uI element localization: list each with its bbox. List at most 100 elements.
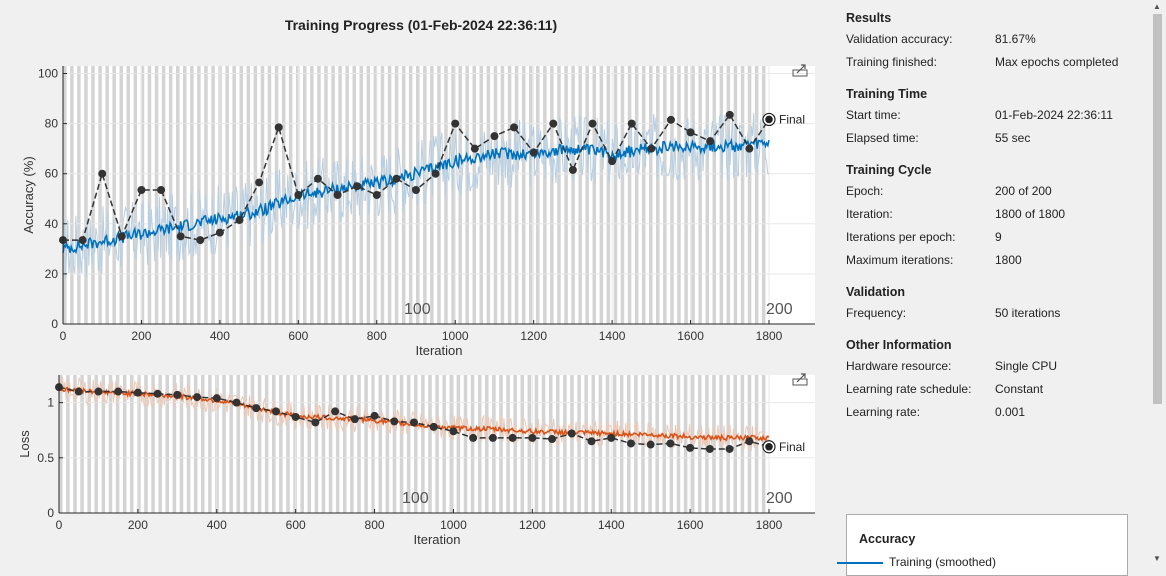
validation-point (429, 422, 438, 431)
epoch-band (627, 66, 632, 324)
epoch-band (186, 375, 191, 513)
validation-point (607, 433, 616, 442)
epoch-band (253, 66, 258, 324)
epoch-band (449, 375, 454, 513)
x-tick-label: 200 (131, 329, 151, 343)
epoch-band (421, 375, 425, 513)
epoch-band (662, 375, 667, 513)
epoch-band (94, 375, 99, 513)
validation-point (626, 439, 635, 448)
x-tick-label: 1600 (677, 518, 704, 532)
validation-point (252, 404, 261, 413)
epoch-band (663, 66, 667, 324)
y-tick-label: 40 (45, 217, 59, 231)
validation-point (431, 169, 440, 178)
x-tick-label: 800 (367, 329, 387, 343)
validation-point (469, 433, 478, 442)
x-tick-label: 1200 (519, 518, 546, 532)
legend-item-label: Training (smoothed) (889, 555, 996, 569)
validation-point (232, 398, 241, 407)
epoch-band (371, 375, 375, 513)
epoch-band (239, 66, 244, 324)
validation-point (74, 387, 83, 396)
epoch-band (690, 375, 695, 513)
epoch-band (485, 375, 489, 513)
validation-point (372, 191, 381, 199)
validation-point (212, 394, 221, 403)
validation-point (313, 174, 322, 183)
y-tick-label: 60 (45, 167, 59, 181)
scroll-up-arrow-icon[interactable]: ▲ (1153, 2, 1161, 11)
epoch-band (521, 66, 526, 324)
epoch-band (698, 66, 702, 324)
epoch-band (274, 66, 279, 324)
epoch-band (314, 375, 319, 513)
epoch-band (683, 375, 688, 513)
epoch-band (599, 66, 604, 324)
epoch-label: 100 (404, 301, 431, 318)
info-row: Validation accuracy: 81.67% (846, 28, 1146, 51)
epoch-band (378, 375, 383, 513)
epoch-label: 200 (766, 301, 793, 318)
training-time-heading: Training Time (846, 87, 928, 101)
validation-point (449, 427, 458, 436)
x-tick-label: 800 (365, 518, 385, 532)
epoch-band (656, 66, 660, 324)
scrollbar-thumb[interactable] (1153, 14, 1162, 404)
epoch-band (684, 66, 688, 324)
epoch-band (458, 66, 462, 324)
epoch-band (534, 375, 539, 513)
epoch-band (59, 375, 63, 513)
epoch-band (726, 375, 730, 513)
validation-point (98, 169, 107, 178)
epoch-band (543, 66, 547, 324)
validation-point (294, 191, 303, 199)
validation-point (157, 185, 166, 194)
export-icon[interactable] (792, 64, 808, 77)
x-tick-label: 1400 (599, 329, 626, 343)
epoch-band (232, 66, 236, 324)
final-label: Final (779, 112, 805, 126)
x-tick-label: 1400 (598, 518, 625, 532)
epoch-band (307, 375, 312, 513)
validation-point (173, 390, 182, 399)
epoch-band (584, 375, 588, 513)
epoch-band (456, 375, 461, 513)
epoch-band (176, 66, 180, 324)
epoch-band (435, 375, 439, 513)
epoch-band (98, 66, 102, 324)
validation-point (627, 119, 636, 128)
epoch-band (394, 66, 399, 324)
epoch-band (229, 375, 233, 513)
validation-point (706, 137, 715, 146)
scroll-down-arrow-icon[interactable]: ▼ (1153, 554, 1161, 563)
info-row: Maximum iterations: 1800 (846, 249, 1146, 272)
epoch-band (712, 375, 716, 513)
epoch-band (479, 66, 484, 324)
x-tick-label: 1000 (440, 518, 467, 532)
epoch-band (350, 375, 354, 513)
info-label: Elapsed time: (846, 131, 919, 145)
validation-point (215, 228, 224, 237)
epoch-band (77, 66, 81, 324)
epoch-band (236, 375, 241, 513)
validation-point (255, 178, 264, 187)
training-smoothed-line (62, 137, 770, 255)
info-value: 1800 (995, 253, 1022, 267)
epoch-band (267, 66, 272, 324)
vertical-scrollbar[interactable]: ▲ ▼ (1150, 0, 1166, 568)
validation-point (587, 437, 596, 446)
final-marker-dot (765, 115, 773, 124)
epoch-band (442, 375, 446, 513)
info-row: Iteration: 1800 of 1800 (846, 203, 1146, 226)
info-row: Epoch: 200 of 200 (846, 180, 1146, 203)
info-label: Hardware resource: (846, 359, 952, 373)
epoch-band (243, 375, 248, 513)
export-icon[interactable] (792, 373, 808, 386)
epoch-band (406, 375, 411, 513)
epoch-band (303, 66, 307, 324)
epoch-band (165, 375, 170, 513)
x-tick-label: 600 (286, 518, 306, 532)
legend-heading: Accuracy (859, 532, 916, 546)
info-row: Learning rate: 0.001 (846, 401, 1146, 424)
